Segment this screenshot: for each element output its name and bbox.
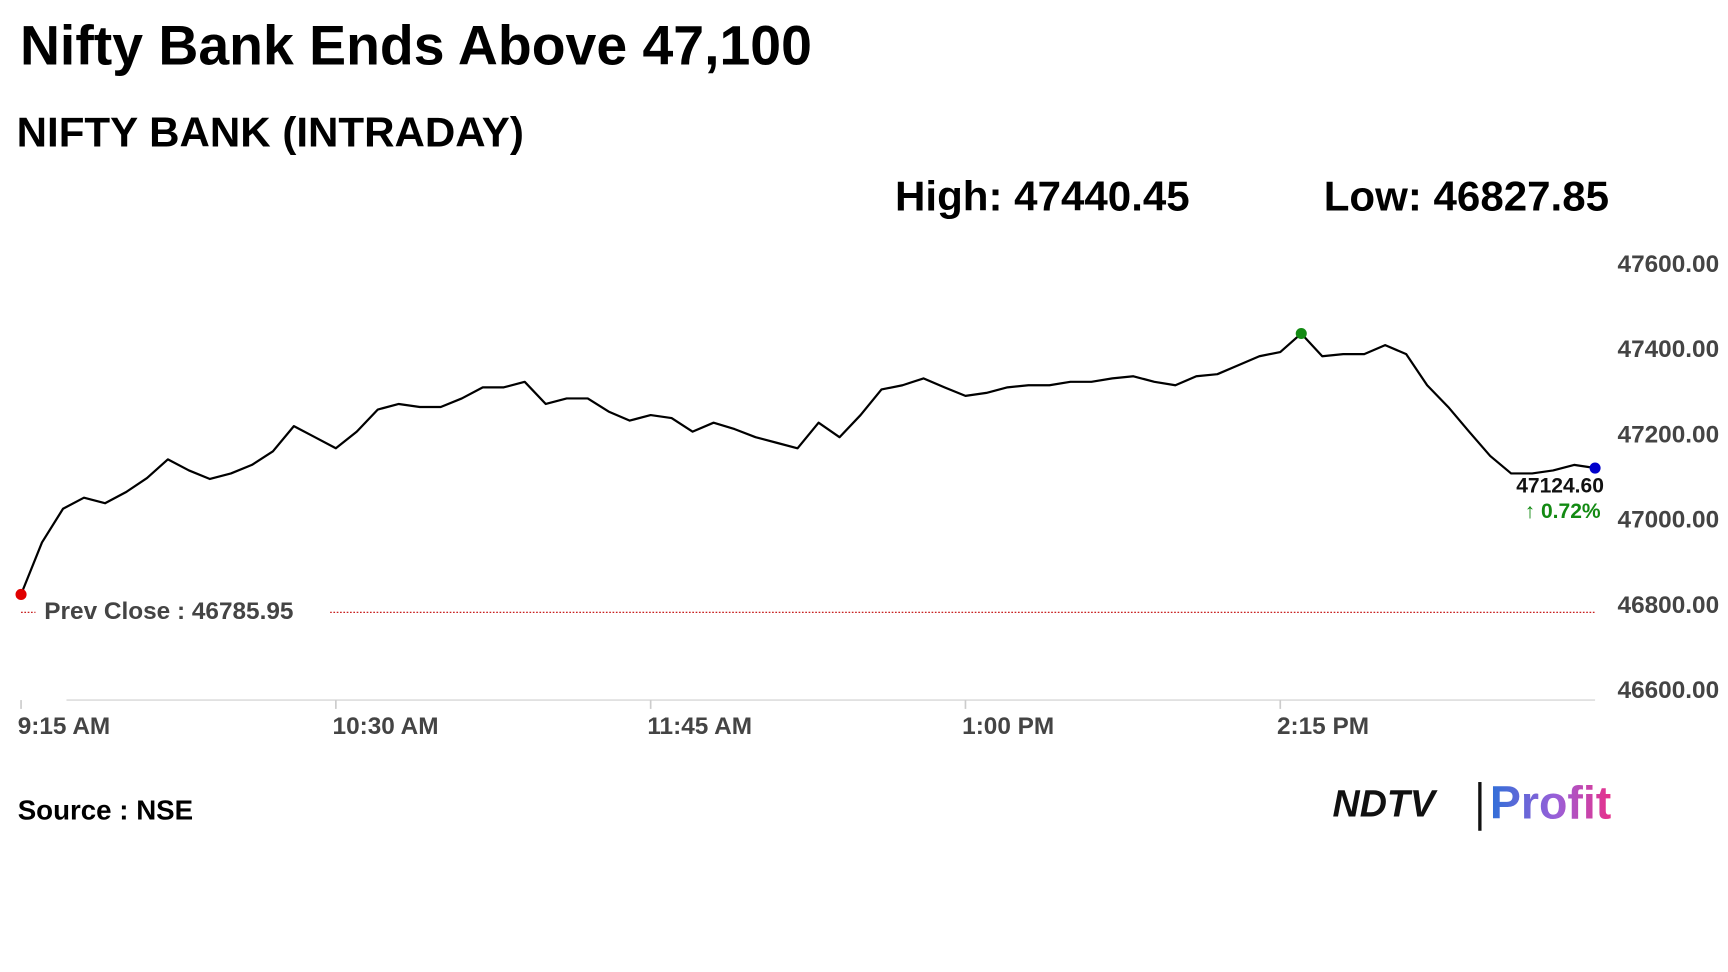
x-tick-label: 11:45 AM bbox=[647, 713, 752, 740]
y-tick-label: 47200.00 bbox=[1618, 421, 1720, 448]
change-label: ↑ 0.72% bbox=[1525, 500, 1601, 523]
x-tick-label: 9:15 AM bbox=[18, 713, 111, 740]
prev-close-bg bbox=[35, 596, 331, 628]
first-marker bbox=[15, 588, 27, 601]
y-tick-label: 46800.00 bbox=[1618, 592, 1720, 619]
x-tick-label: 10:30 AM bbox=[333, 713, 439, 740]
low-label: Low: 46827.85 bbox=[1324, 173, 1609, 220]
y-tick-label: 47600.00 bbox=[1618, 251, 1720, 278]
last-value-label: 47124.60 bbox=[1516, 474, 1604, 497]
source: Source : NSE bbox=[18, 794, 193, 825]
chart-title: Nifty Bank Ends Above 47,100 bbox=[20, 14, 812, 76]
chart-subtitle: NIFTY BANK (INTRADAY) bbox=[17, 108, 524, 155]
y-tick-label: 46600.00 bbox=[1618, 677, 1720, 704]
price-line bbox=[20, 332, 1596, 595]
y-tick-label: 47000.00 bbox=[1618, 507, 1720, 534]
x-tick-label: 1:00 PM bbox=[962, 713, 1054, 740]
prev-close-label: Prev Close : 46785.95 bbox=[44, 598, 293, 625]
high-label: High: 47440.45 bbox=[895, 173, 1190, 220]
high-marker bbox=[1295, 327, 1307, 340]
last-marker bbox=[1589, 462, 1601, 474]
plot: 46600.00 46800.00 47000.00 47200.00 47400.00… bbox=[15, 251, 1720, 740]
logo-brand: NDTV bbox=[1333, 782, 1438, 824]
logo-product: Profit bbox=[1490, 777, 1611, 829]
y-tick-label: 47400.00 bbox=[1618, 336, 1720, 363]
x-tick-label: 2:15 PM bbox=[1277, 713, 1369, 740]
